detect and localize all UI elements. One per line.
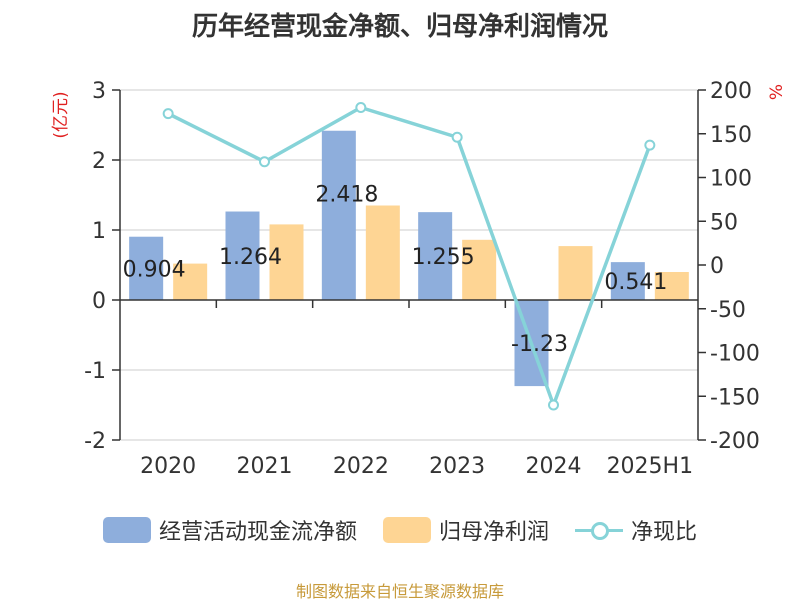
bar-cashflow-2020 xyxy=(129,236,164,300)
point-ratio-2021 xyxy=(259,156,270,168)
x-tick-label: 2021 xyxy=(237,454,293,479)
x-tick-label: 2025H1 xyxy=(607,454,694,479)
legend-swatch-ratio xyxy=(575,517,623,543)
y-left-tick-label: -1 xyxy=(84,359,106,384)
y-right-tick-label: 150 xyxy=(710,123,752,148)
bar-profit-2025H1 xyxy=(654,272,689,300)
legend: 经营活动现金流净额 归母净利润 净现比 xyxy=(0,514,800,546)
point-ratio-2024 xyxy=(548,399,559,411)
bar-profit-2024 xyxy=(558,246,593,300)
y-right-tick-label: 50 xyxy=(710,210,738,235)
bar-cashflow-2023 xyxy=(418,212,453,300)
x-tick-label: 2022 xyxy=(333,454,389,479)
line-ratio xyxy=(167,105,652,407)
bar-cashflow-2022 xyxy=(321,130,356,300)
y-right-tick-label: -150 xyxy=(710,385,760,410)
y-left-tick-label: 1 xyxy=(92,219,106,244)
y-right-tick-label: 0 xyxy=(710,254,724,279)
bar-profit-2020 xyxy=(173,263,208,300)
bar-profit-2021 xyxy=(269,224,304,300)
data-label-cashflow-2024: -1.23 xyxy=(511,332,568,357)
y-right-tick-label: 200 xyxy=(710,79,752,104)
legend-swatch-cashflow xyxy=(102,517,151,543)
y-axis-right-title: % xyxy=(767,84,787,100)
data-label-cashflow-2022: 2.418 xyxy=(315,182,378,207)
x-tick-label: 2020 xyxy=(140,454,196,479)
point-ratio-2020 xyxy=(162,108,174,120)
y-left-tick-label: 3 xyxy=(92,79,106,104)
point-ratio-2022 xyxy=(355,102,367,113)
y-right-tick-label: 100 xyxy=(710,167,752,192)
chart-title: 历年经营现金净额、归母净利润情况 xyxy=(191,12,608,42)
bar-profit-2023 xyxy=(462,239,497,300)
y-left-tick-label: -2 xyxy=(84,429,106,454)
data-label-cashflow-2025H1: 0.541 xyxy=(604,270,667,295)
x-tick-label: 2023 xyxy=(429,454,485,479)
legend-item-profit[interactable]: 归母净利润 xyxy=(382,514,549,546)
point-ratio-2023 xyxy=(451,131,463,143)
legend-item-ratio[interactable]: 净现比 xyxy=(575,514,697,546)
legend-swatch-profit xyxy=(382,517,431,543)
y-right-tick-label: -50 xyxy=(710,298,746,323)
y-left-tick-label: 2 xyxy=(92,149,106,174)
bar-profit-2022 xyxy=(365,205,400,300)
x-tick-label: 2024 xyxy=(526,454,582,479)
legend-label-ratio: 净现比 xyxy=(631,520,698,545)
legend-label-profit: 归母净利润 xyxy=(438,520,549,545)
data-label-cashflow-2020: 0.904 xyxy=(123,257,186,282)
source-note: 制图数据来自恒生聚源数据库 xyxy=(295,582,504,601)
data-label-cashflow-2021: 1.264 xyxy=(219,245,282,270)
data-label-cashflow-2023: 1.255 xyxy=(412,245,475,270)
point-ratio-2025H1 xyxy=(644,139,656,151)
y-right-tick-label: -100 xyxy=(710,342,760,367)
y-axis-left-title: (亿元) xyxy=(51,91,71,138)
y-left-tick-label: 0 xyxy=(92,289,106,314)
legend-label-cashflow: 经营活动现金流净额 xyxy=(158,520,357,545)
legend-item-cashflow[interactable]: 经营活动现金流净额 xyxy=(102,514,357,546)
bar-cashflow-2025H1 xyxy=(610,262,645,300)
y-right-tick-label: -200 xyxy=(710,429,760,454)
bar-cashflow-2021 xyxy=(225,211,260,300)
